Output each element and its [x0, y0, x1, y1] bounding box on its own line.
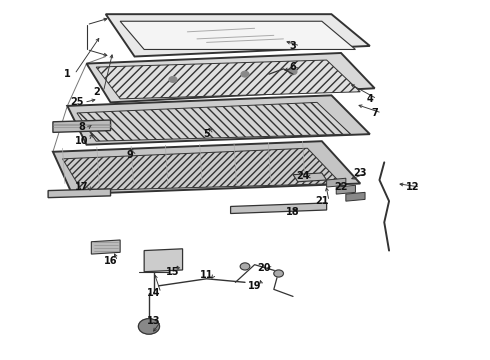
Polygon shape [63, 148, 341, 190]
Polygon shape [77, 102, 351, 141]
Polygon shape [91, 240, 120, 254]
Polygon shape [53, 141, 360, 194]
Polygon shape [53, 120, 111, 132]
Text: 2: 2 [93, 87, 99, 97]
Circle shape [138, 319, 160, 334]
Polygon shape [48, 189, 111, 198]
Text: 11: 11 [200, 270, 213, 280]
Polygon shape [336, 185, 355, 194]
Polygon shape [231, 203, 327, 213]
Text: 15: 15 [166, 267, 180, 277]
Polygon shape [120, 21, 355, 49]
Text: 14: 14 [147, 288, 161, 298]
Text: 6: 6 [290, 62, 296, 72]
Circle shape [274, 270, 283, 277]
Polygon shape [144, 249, 183, 272]
Text: 1: 1 [64, 69, 71, 79]
Text: 3: 3 [290, 41, 296, 51]
Circle shape [240, 263, 250, 270]
Text: 12: 12 [406, 182, 420, 192]
Text: 24: 24 [296, 171, 309, 181]
Polygon shape [346, 192, 365, 201]
Circle shape [241, 71, 249, 77]
Text: 4: 4 [367, 94, 373, 104]
Text: 20: 20 [257, 263, 271, 273]
Polygon shape [106, 14, 370, 57]
Text: 5: 5 [203, 129, 210, 139]
Text: 18: 18 [286, 207, 300, 217]
Circle shape [169, 77, 177, 82]
Polygon shape [67, 95, 370, 145]
Text: 22: 22 [334, 182, 348, 192]
Text: 25: 25 [70, 98, 84, 107]
Text: 21: 21 [315, 196, 329, 206]
Polygon shape [327, 178, 346, 187]
Text: 17: 17 [75, 182, 89, 192]
Text: 9: 9 [126, 150, 133, 160]
Text: 8: 8 [78, 122, 85, 132]
Polygon shape [96, 60, 360, 99]
Text: 7: 7 [371, 108, 378, 118]
Polygon shape [87, 53, 375, 102]
Text: 23: 23 [353, 168, 367, 178]
Polygon shape [293, 173, 327, 182]
Text: 19: 19 [248, 281, 261, 291]
Text: 13: 13 [147, 316, 161, 326]
Text: 10: 10 [75, 136, 89, 146]
Text: 16: 16 [104, 256, 117, 266]
Circle shape [289, 69, 297, 75]
